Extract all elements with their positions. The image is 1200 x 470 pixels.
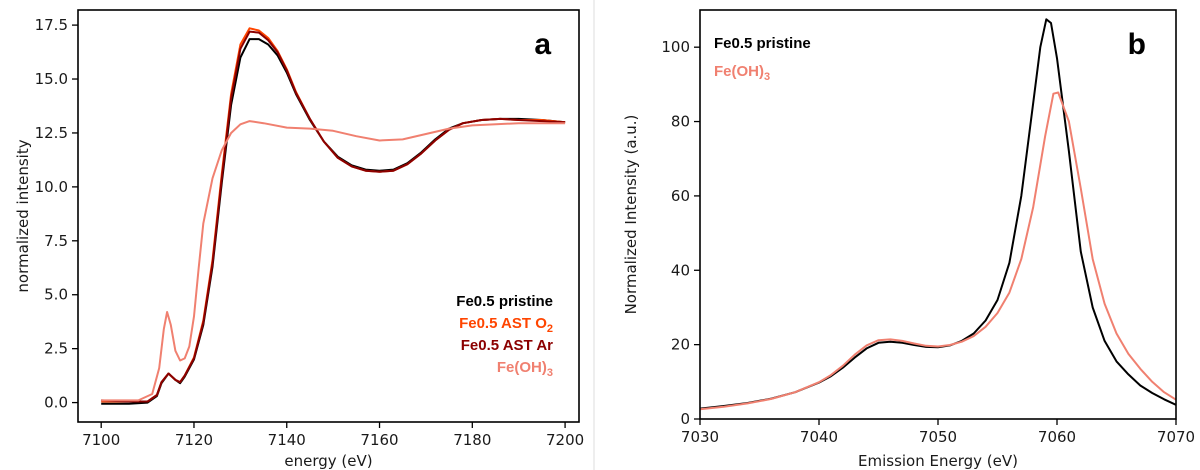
legend-entry-0: Fe0.5 pristine xyxy=(456,293,553,310)
legend-entry-0: Fe0.5 pristine xyxy=(714,35,811,52)
legend-entry-1: Fe0.5 AST O2 xyxy=(459,315,553,335)
series-line-2 xyxy=(101,30,566,403)
x-tick-label: 7070 xyxy=(1157,428,1195,446)
legend-entry-2: Fe0.5 AST Ar xyxy=(461,337,553,354)
legend-label: Fe0.5 AST O xyxy=(459,315,547,332)
panel-letter: a xyxy=(534,28,551,61)
legend-entry-1: Fe(OH)3 xyxy=(714,63,770,83)
legend-entry-3: Fe(OH)3 xyxy=(497,359,553,379)
x-tick-label: 7100 xyxy=(82,431,120,449)
y-tick-label: 0 xyxy=(680,410,690,428)
x-tick-label: 7040 xyxy=(800,428,838,446)
plot-frame xyxy=(699,9,1177,420)
y-tick-label: 5.0 xyxy=(44,286,68,304)
legend-label: Fe(OH) xyxy=(497,359,547,376)
panel-letter: b xyxy=(1128,28,1146,61)
y-tick-label: 100 xyxy=(661,38,690,56)
x-tick-label: 7050 xyxy=(919,428,957,446)
x-axis-label: Emission Energy (eV) xyxy=(858,452,1018,470)
y-tick-label: 20 xyxy=(671,336,690,354)
x-tick-label: 7060 xyxy=(1038,428,1076,446)
y-tick-label: 15.0 xyxy=(35,70,68,88)
plot-frame xyxy=(77,9,580,423)
y-tick-label: 7.5 xyxy=(44,232,68,250)
x-tick-label: 7140 xyxy=(268,431,306,449)
y-tick-label: 17.5 xyxy=(35,16,68,34)
x-tick-label: 7160 xyxy=(360,431,398,449)
y-tick-label: 12.5 xyxy=(35,124,68,142)
y-tick-label: 40 xyxy=(671,261,690,279)
legend-label: Fe(OH) xyxy=(714,63,764,80)
chart-panel-b: 7030 7040 7050 7060 7070 0 20 40 60 80 100 Emission… xyxy=(622,9,1195,470)
series-line-1 xyxy=(700,91,1176,411)
x-tick-label: 7120 xyxy=(175,431,213,449)
legend-label: Fe0.5 pristine xyxy=(714,35,811,52)
y-tick-label: 2.5 xyxy=(44,340,68,358)
y-tick-label: 0.0 xyxy=(44,394,68,412)
legend-label: Fe0.5 AST Ar xyxy=(461,337,553,354)
series-line-0 xyxy=(700,18,1176,410)
x-axis-label: energy (eV) xyxy=(284,452,372,470)
x-tick-label: 7180 xyxy=(453,431,491,449)
y-axis-label: Normalized Intensity (a.u.) xyxy=(622,115,640,315)
series-group xyxy=(101,27,566,405)
chart-panel-a: 7100 7120 7140 7160 7180 7200 0.0 2.5 5.0 7.5 10.0… xyxy=(14,9,584,470)
legend-label-subscript: 3 xyxy=(547,367,553,379)
y-tick-label: 80 xyxy=(671,113,690,131)
legend: Fe0.5 pristine Fe(OH)3 xyxy=(714,35,811,83)
series-line-3 xyxy=(101,120,566,402)
legend: Fe0.5 pristine Fe0.5 AST O2 Fe0.5 AST Ar Fe… xyxy=(456,293,553,379)
legend-label-subscript: 2 xyxy=(547,323,553,335)
x-tick-label: 7030 xyxy=(681,428,719,446)
y-tick-label: 60 xyxy=(671,187,690,205)
legend-label: Fe0.5 pristine xyxy=(456,293,553,310)
legend-label-subscript: 3 xyxy=(764,71,770,83)
series-group xyxy=(700,18,1176,411)
y-axis-label: normalized intensity xyxy=(14,139,32,292)
y-tick-label: 10.0 xyxy=(35,178,68,196)
x-tick-label: 7200 xyxy=(546,431,584,449)
